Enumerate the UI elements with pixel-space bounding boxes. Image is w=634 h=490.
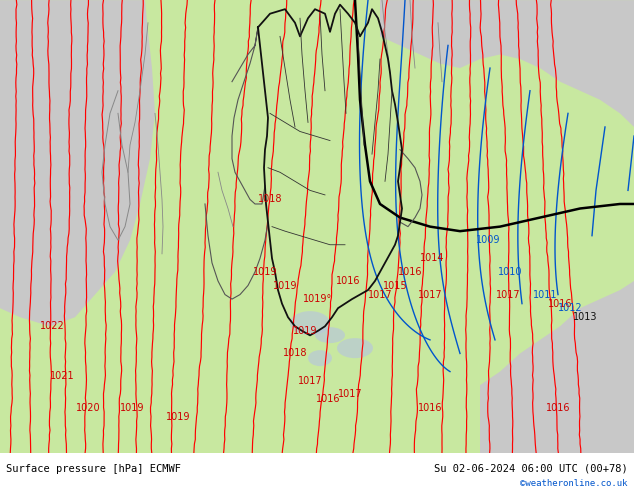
Text: 1020: 1020 — [75, 403, 100, 413]
Text: 1019: 1019 — [273, 280, 297, 291]
Text: Surface pressure [hPa] ECMWF: Surface pressure [hPa] ECMWF — [6, 464, 181, 473]
Text: 1019°: 1019° — [304, 294, 333, 304]
Text: 1009: 1009 — [476, 235, 500, 245]
Text: 1019: 1019 — [165, 412, 190, 422]
Polygon shape — [0, 0, 155, 326]
Ellipse shape — [337, 338, 373, 358]
Text: 1018: 1018 — [258, 195, 282, 204]
Text: 1021: 1021 — [49, 371, 74, 381]
Text: 1016: 1016 — [316, 394, 340, 404]
Text: 1010: 1010 — [498, 267, 522, 277]
Text: 1015: 1015 — [383, 280, 407, 291]
Text: 1017: 1017 — [368, 290, 392, 299]
Text: 1016: 1016 — [398, 267, 422, 277]
Text: 1022: 1022 — [39, 321, 65, 331]
Text: 1017: 1017 — [298, 376, 322, 386]
Ellipse shape — [290, 311, 330, 335]
Ellipse shape — [315, 327, 345, 343]
Text: 1011: 1011 — [533, 290, 557, 299]
Text: 1016: 1016 — [336, 276, 360, 286]
Text: 1019: 1019 — [120, 403, 145, 413]
Text: ©weatheronline.co.uk: ©weatheronline.co.uk — [520, 479, 628, 488]
Text: 1016: 1016 — [418, 403, 443, 413]
Text: 1013: 1013 — [573, 312, 597, 322]
Text: 1019: 1019 — [253, 267, 277, 277]
Polygon shape — [380, 0, 634, 127]
Text: 1018: 1018 — [283, 348, 307, 359]
Text: 1017: 1017 — [338, 389, 362, 399]
Text: 1017: 1017 — [418, 290, 443, 299]
Text: 1016: 1016 — [548, 298, 573, 309]
Text: 1016: 1016 — [546, 403, 570, 413]
Polygon shape — [480, 281, 634, 453]
Text: 1017: 1017 — [496, 290, 521, 299]
Text: Su 02-06-2024 06:00 UTC (00+78): Su 02-06-2024 06:00 UTC (00+78) — [434, 464, 628, 473]
Ellipse shape — [308, 350, 332, 366]
Text: 1014: 1014 — [420, 253, 444, 263]
Text: 1019: 1019 — [293, 326, 317, 336]
Text: 1012: 1012 — [558, 303, 582, 313]
